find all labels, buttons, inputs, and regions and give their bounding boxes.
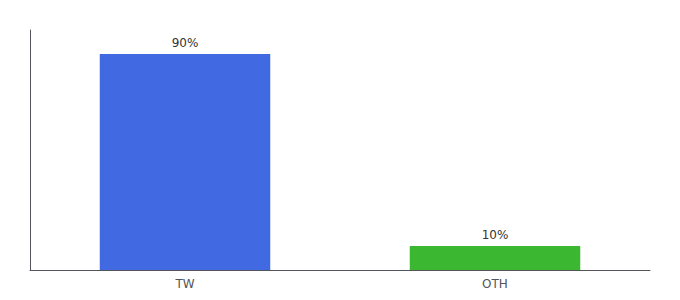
svg-text:10%: 10% xyxy=(482,228,509,242)
svg-text:90%: 90% xyxy=(172,36,199,50)
svg-text:OTH: OTH xyxy=(482,277,508,291)
svg-text:TW: TW xyxy=(174,277,194,291)
